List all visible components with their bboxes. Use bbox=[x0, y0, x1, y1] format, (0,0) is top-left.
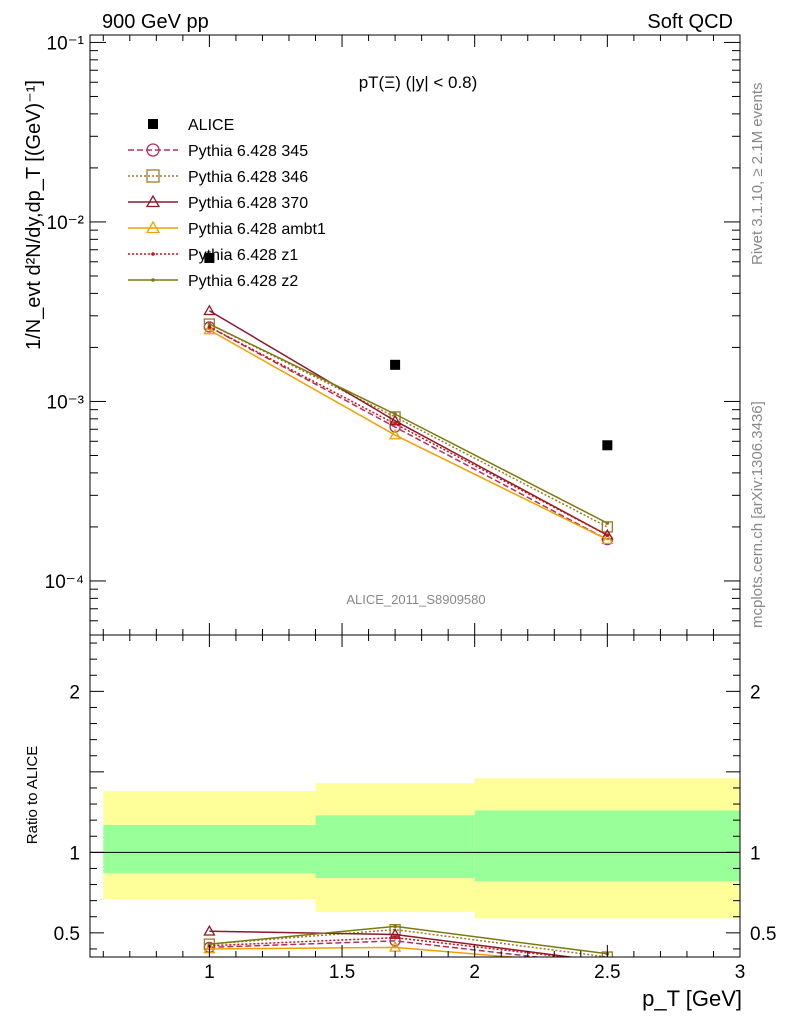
rivet-label: Rivet 3.1.10, ≥ 2.1M events bbox=[749, 83, 766, 266]
legend-entry-4: Pythia 6.428 ambt1 bbox=[128, 220, 326, 238]
ratio-frame bbox=[89, 634, 741, 958]
ratio-series-5-point-1 bbox=[393, 924, 397, 929]
legend-label-4: Pythia 6.428 ambt1 bbox=[188, 221, 326, 238]
legend-label-6: Pythia 6.428 z2 bbox=[188, 273, 298, 290]
series-4-point-1 bbox=[388, 428, 402, 440]
main-y-tick-label-3: 10⁻¹ bbox=[47, 33, 85, 54]
series-6-line bbox=[209, 323, 608, 524]
legend-entry-6: Pythia 6.428 z2 bbox=[128, 273, 298, 290]
ratio-series-0-line bbox=[209, 940, 544, 957]
series-4-line bbox=[209, 329, 608, 541]
legend-entry-2: Pythia 6.428 346 bbox=[128, 169, 308, 186]
ratio-y-tick-label-left-0: 0.5 bbox=[54, 924, 80, 945]
legend-label-1: Pythia 6.428 345 bbox=[188, 143, 308, 160]
ratio-band-green-2 bbox=[474, 810, 740, 882]
series-6-point-2 bbox=[605, 521, 610, 525]
main-series-group bbox=[203, 252, 614, 546]
series-0-point-1 bbox=[390, 359, 401, 370]
main-y-axis-label: 1/N_evt d²N/dy,dp_T [(GeV)⁻¹] bbox=[23, 80, 45, 350]
ratio-uncertainty-bands bbox=[103, 778, 740, 919]
legend-label-2: Pythia 6.428 346 bbox=[188, 169, 308, 186]
legend: ALICE Pythia 6.428 345 Pythia 6.428 346 Pyt… bbox=[128, 117, 326, 290]
legend-entry-0: ALICE bbox=[148, 117, 234, 134]
series-2-line bbox=[209, 323, 608, 528]
ratio-series-2-point-0 bbox=[203, 924, 216, 936]
series-3 bbox=[203, 304, 614, 540]
x-tick-label-2: 2 bbox=[469, 962, 480, 983]
watermark: ALICE_2011_S8909580 bbox=[346, 592, 485, 607]
panel-title: pT(Ξ) (|y| < 0.8) bbox=[359, 73, 478, 92]
legend-entry-5: Pythia 6.428 z1 bbox=[128, 247, 298, 264]
x-tick-label-1: 1.5 bbox=[329, 962, 355, 983]
legend-marker-4 bbox=[145, 220, 161, 234]
ratio-y-tick-label-right-2: 2 bbox=[750, 682, 761, 703]
series-4-point-0 bbox=[203, 323, 216, 335]
ratio-band-green-1 bbox=[315, 815, 475, 879]
series-6-point-0 bbox=[207, 322, 212, 326]
axis-tick-labels: 1 1.5 2 2.5 3 10⁻⁴ 10⁻³ 10⁻² 10⁻¹ 0.5 0.5 1 1 2 2 bbox=[45, 33, 777, 983]
series-5-line bbox=[209, 326, 608, 536]
ratio-y-tick-label-right-0: 0.5 bbox=[750, 924, 776, 945]
header-left: 900 GeV pp bbox=[102, 11, 209, 33]
ratio-series-0 bbox=[203, 935, 544, 957]
series-5-point-2 bbox=[605, 533, 610, 537]
main-y-tick-label-1: 10⁻³ bbox=[47, 392, 85, 413]
ratio-y-tick-label-left-2: 2 bbox=[69, 682, 80, 703]
legend-label-3: Pythia 6.428 370 bbox=[188, 195, 308, 212]
legend-marker-1 bbox=[146, 143, 160, 157]
series-3-point-0 bbox=[203, 304, 216, 316]
main-y-tick-label-0: 10⁻⁴ bbox=[45, 572, 84, 593]
header-right: Soft QCD bbox=[647, 11, 733, 33]
series-0 bbox=[204, 252, 613, 451]
ratio-series-2-line bbox=[209, 930, 576, 957]
series-6 bbox=[207, 322, 610, 525]
series-1-line bbox=[209, 326, 608, 541]
series-4-point-2 bbox=[601, 533, 614, 544]
x-tick-label-0: 1 bbox=[204, 962, 215, 983]
ratio-series-5 bbox=[207, 924, 610, 956]
ratio-series-3-line bbox=[209, 946, 520, 957]
series-0-point-0 bbox=[204, 252, 215, 263]
series-2 bbox=[203, 318, 613, 533]
series-3-line bbox=[209, 310, 608, 536]
legend-marker-0 bbox=[148, 119, 158, 129]
ratio-y-tick-label-right-1: 1 bbox=[750, 843, 761, 864]
legend-entry-3: Pythia 6.428 370 bbox=[128, 194, 308, 212]
ratio-series-group bbox=[203, 923, 613, 957]
series-5 bbox=[207, 325, 610, 537]
ratio-series-5-point-0 bbox=[207, 942, 212, 946]
series-4 bbox=[203, 323, 614, 544]
legend-entry-1: Pythia 6.428 345 bbox=[128, 143, 308, 160]
legend-label-5: Pythia 6.428 z1 bbox=[188, 247, 298, 264]
ratio-y-axis-label: Ratio to ALICE bbox=[24, 746, 41, 844]
series-5-point-1 bbox=[393, 422, 397, 426]
legend-marker-3 bbox=[145, 194, 161, 208]
x-tick-label-3: 2.5 bbox=[594, 962, 620, 983]
legend-marker-5 bbox=[151, 252, 155, 256]
series-2-point-0 bbox=[203, 318, 216, 330]
series-0-point-2 bbox=[602, 440, 613, 451]
series-6-point-1 bbox=[393, 412, 397, 416]
x-tick-label-4: 3 bbox=[735, 962, 746, 983]
series-5-point-0 bbox=[207, 325, 212, 329]
ratio-series-1-line bbox=[209, 928, 608, 957]
ratio-band-green-0 bbox=[103, 824, 316, 874]
legend-label-0: ALICE bbox=[188, 117, 234, 134]
x-axis-label: p_T [GeV] bbox=[642, 986, 742, 1011]
legend-marker-2 bbox=[146, 169, 160, 183]
legend-marker-6 bbox=[151, 278, 155, 282]
mcplots-label: mcplots.cern.ch [arXiv:1306.3436] bbox=[749, 401, 766, 628]
ratio-series-4-point-1 bbox=[393, 935, 397, 940]
axis-ticks bbox=[90, 35, 741, 957]
main-y-tick-label-2: 10⁻² bbox=[47, 213, 85, 234]
ratio-y-tick-label-left-1: 1 bbox=[69, 843, 80, 864]
